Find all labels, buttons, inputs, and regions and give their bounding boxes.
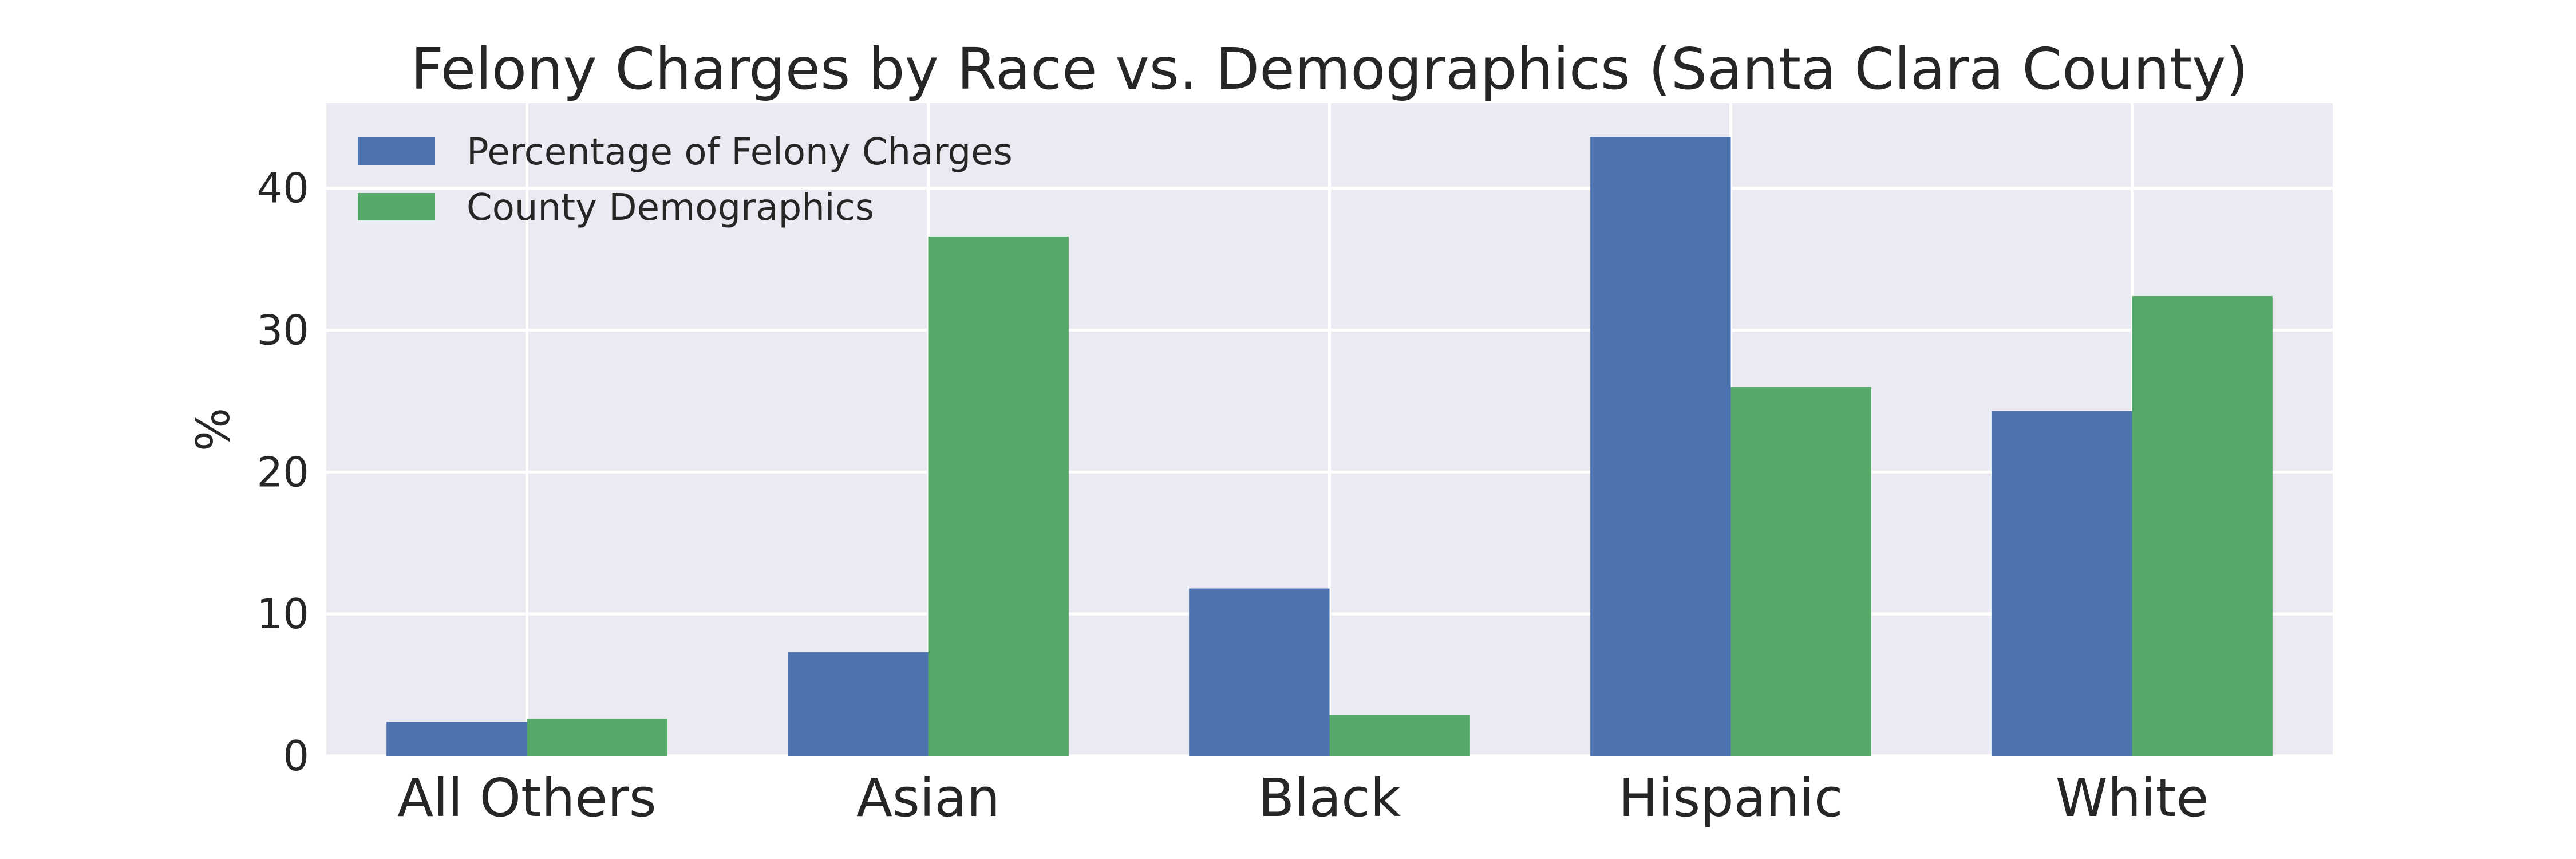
- y-tick-label: 40: [256, 164, 309, 212]
- bar-felony-charges: [1992, 411, 2132, 756]
- bar-county-demographics: [1329, 715, 1470, 756]
- bar-county-demographics: [527, 719, 667, 756]
- legend-label: Percentage of Felony Charges: [467, 131, 1013, 174]
- legend-swatch: [358, 137, 435, 165]
- bars: [386, 137, 2273, 756]
- bar-felony-charges: [1189, 588, 1330, 756]
- x-tick-label: Black: [1258, 767, 1401, 829]
- legend-label: County Demographics: [467, 187, 874, 229]
- bar-felony-charges: [386, 722, 527, 756]
- x-tick-label: White: [2056, 767, 2209, 829]
- bar-felony-charges: [788, 652, 929, 756]
- x-tick-label: Hispanic: [1619, 767, 1843, 829]
- y-tick-label: 20: [256, 448, 309, 496]
- bar-county-demographics: [928, 236, 1069, 756]
- chart-title: Felony Charges by Race vs. Demographics …: [411, 36, 2249, 103]
- y-axis-ticks: 0 10 20 30 40: [256, 164, 309, 780]
- x-tick-label: All Others: [397, 767, 656, 829]
- bar-felony-charges: [1590, 137, 1731, 756]
- legend-swatch: [358, 193, 435, 220]
- legend: Percentage of Felony Charges County Demog…: [358, 131, 1013, 229]
- y-axis-label: %: [187, 408, 240, 451]
- y-tick-label: 0: [283, 732, 309, 780]
- bar-county-demographics: [2132, 296, 2273, 756]
- x-axis-ticks: All Others Asian Black Hispanic White: [397, 767, 2208, 829]
- x-tick-label: Asian: [856, 767, 1000, 829]
- y-tick-label: 10: [256, 590, 309, 638]
- y-tick-label: 30: [256, 306, 309, 354]
- bar-county-demographics: [1730, 387, 1871, 756]
